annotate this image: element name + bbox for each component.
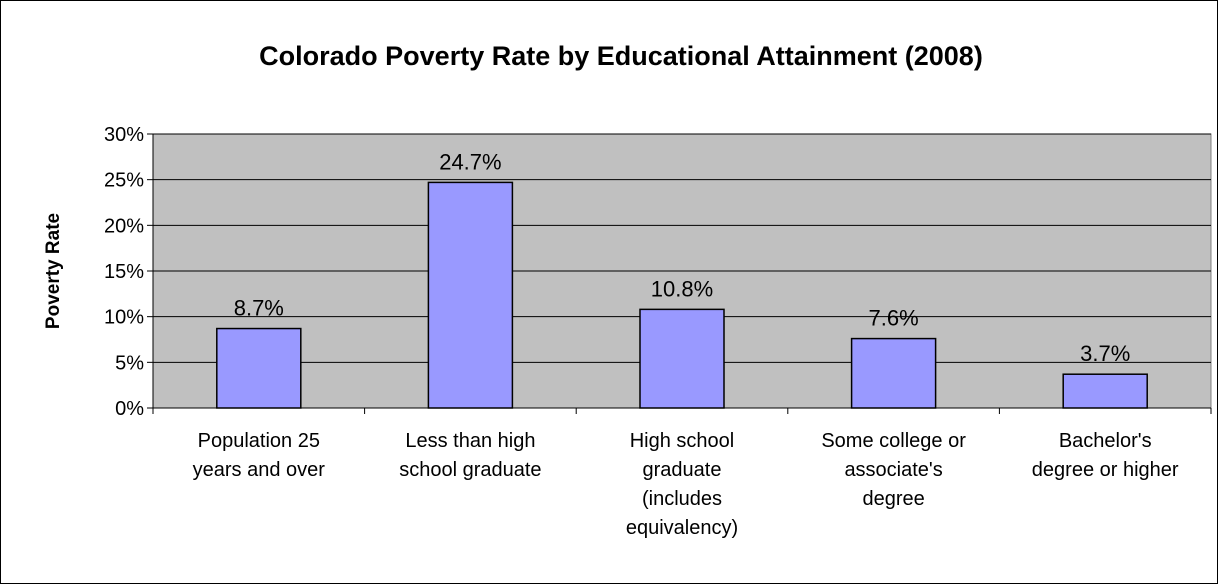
y-tick-label: 25%	[104, 170, 144, 192]
x-category-label-line: associate's	[844, 459, 942, 481]
x-category-label-line: High school	[630, 430, 735, 452]
x-category-label-line: Population 25	[198, 430, 320, 452]
x-category-label: Some college or associate's degree	[821, 430, 966, 510]
data-label: 10.8%	[651, 276, 713, 301]
x-category-label-line: school graduate	[399, 459, 541, 481]
chart-title: Colorado Poverty Rate by Educational Att…	[259, 41, 983, 71]
y-tick-label: 30%	[104, 124, 144, 146]
y-axis-label: Poverty Rate	[43, 213, 64, 329]
bar	[427, 181, 514, 409]
x-category-label-line: (includes	[642, 488, 722, 510]
bar	[216, 327, 302, 409]
x-category-label-line: Some college or	[821, 430, 966, 452]
x-category-label-line: graduate	[643, 459, 722, 481]
data-label: 8.7%	[234, 296, 284, 321]
data-label: 7.6%	[869, 306, 919, 331]
x-category-label-line: equivalency)	[626, 517, 738, 539]
x-category-label-line: degree or higher	[1032, 459, 1179, 481]
x-category-label-line: degree	[862, 488, 924, 510]
bar	[1062, 373, 1148, 409]
x-category-label: Population 25 years and over	[193, 430, 326, 481]
y-tick-label: 5%	[115, 352, 144, 374]
data-label: 3.7%	[1080, 341, 1130, 366]
x-category-label-line: Bachelor's	[1059, 430, 1152, 452]
y-tick-label: 10%	[104, 307, 144, 329]
x-category-label-line: Less than high	[405, 430, 535, 452]
bar	[850, 337, 937, 409]
x-category-label: Bachelor's degree or higher	[1032, 430, 1179, 481]
x-category-label-line: years and over	[193, 459, 326, 481]
x-category-label: Less than high school graduate	[399, 430, 541, 481]
y-tick-label: 20%	[104, 215, 144, 237]
y-tick-label: 0%	[115, 398, 144, 420]
bar	[639, 308, 725, 409]
y-tick-label: 15%	[104, 261, 144, 283]
x-category-label: High school graduate (includes equivalency)	[626, 430, 738, 539]
data-label: 24.7%	[439, 149, 501, 174]
